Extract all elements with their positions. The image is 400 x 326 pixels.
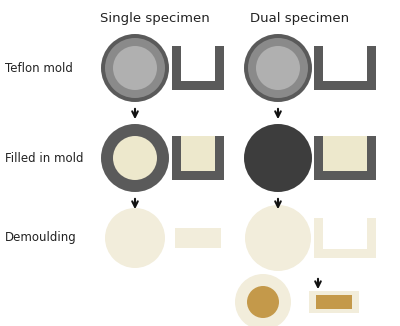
Circle shape [105,38,165,98]
Bar [175,228,221,248]
Bar [353,218,367,232]
Circle shape [101,124,169,192]
Bar [181,46,215,81]
Bar [314,46,376,90]
Bar [172,46,224,90]
Bar [323,136,367,171]
Circle shape [255,215,301,261]
Bar [353,46,367,60]
Bar [181,136,215,171]
Circle shape [101,34,169,102]
Text: Single specimen: Single specimen [100,12,210,25]
Bar [172,136,224,180]
Circle shape [113,46,157,90]
Bar [323,46,367,81]
Text: Demoulding: Demoulding [5,231,77,244]
Circle shape [256,46,300,90]
Bar [323,136,337,150]
Circle shape [244,124,312,192]
Bar [314,218,376,258]
Circle shape [245,205,311,271]
Circle shape [105,208,165,268]
Bar [323,46,337,60]
Circle shape [235,274,291,326]
Circle shape [248,128,308,188]
Text: Filled in mold: Filled in mold [5,152,84,165]
Text: Dual specimen: Dual specimen [250,12,350,25]
Bar [309,291,359,313]
Circle shape [113,136,157,180]
Circle shape [105,128,165,188]
Bar [323,218,337,232]
Circle shape [244,34,312,102]
Bar [353,136,367,150]
Bar [314,136,376,180]
Bar [316,295,352,309]
Bar [323,218,367,249]
Circle shape [247,286,279,318]
Circle shape [248,38,308,98]
Text: Teflon mold: Teflon mold [5,62,73,75]
